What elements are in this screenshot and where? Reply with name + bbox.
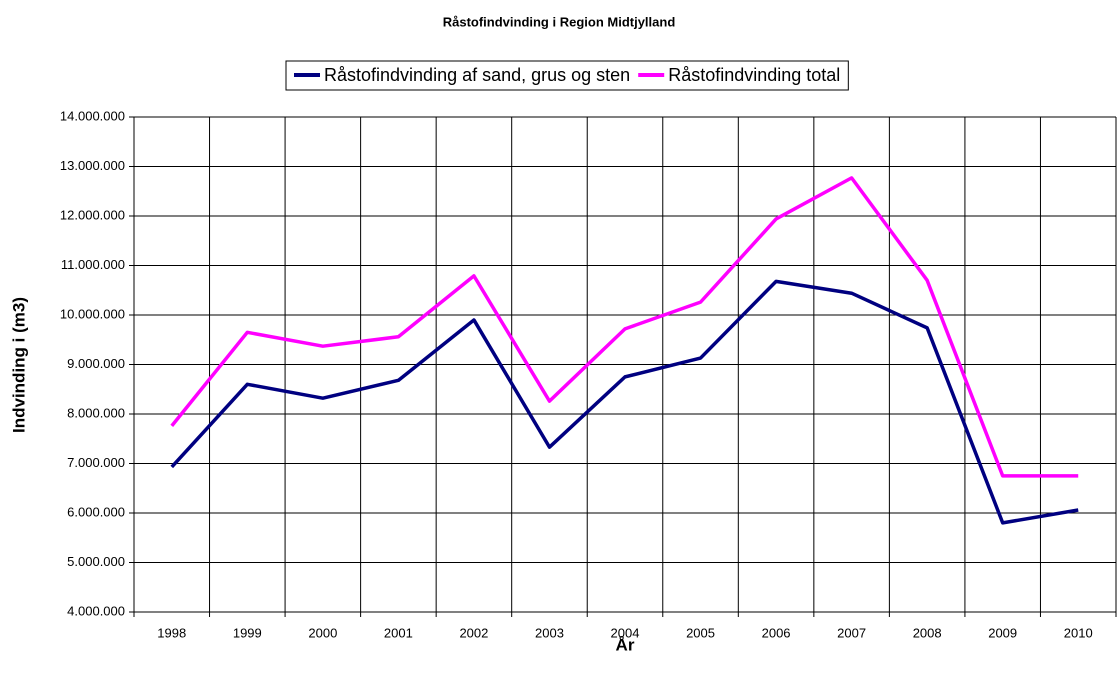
- x-tick-label: 2006: [762, 625, 791, 640]
- legend: Råstofindvinding af sand, grus og sten Rå…: [285, 60, 849, 91]
- legend-label: Råstofindvinding total: [668, 65, 840, 85]
- x-tick-label: 1999: [233, 625, 262, 640]
- y-tick-label: 9.000.000: [67, 356, 125, 371]
- legend-box: [285, 60, 849, 91]
- y-tick-label: 8.000.000: [67, 405, 125, 420]
- y-tick-label: 10.000.000: [60, 306, 125, 321]
- x-tick-label: 2004: [611, 625, 640, 640]
- y-tick-label: 14.000.000: [60, 108, 125, 123]
- chart-title: Råstofindvinding i Region Midtjylland: [443, 14, 676, 29]
- x-axis-label: År: [616, 635, 635, 654]
- x-tick-label: 2003: [535, 625, 564, 640]
- y-tick-label: 13.000.000: [60, 158, 125, 173]
- x-tick-label: 2008: [913, 625, 942, 640]
- legend-label: Råstofindvinding af sand, grus og sten: [324, 65, 630, 85]
- x-tick-label: 2007: [837, 625, 866, 640]
- y-axis-label: Indvinding i (m3): [9, 297, 28, 433]
- y-tick-label: 5.000.000: [67, 554, 125, 569]
- y-tick-label: 6.000.000: [67, 504, 125, 519]
- x-tick-label: 2000: [308, 625, 337, 640]
- series-line: [170, 176, 1079, 478]
- y-tick-label: 4.000.000: [67, 603, 125, 618]
- x-tick-label: 1998: [157, 625, 186, 640]
- x-tick-label: 2002: [459, 625, 488, 640]
- x-tick-label: 2010: [1064, 625, 1093, 640]
- y-tick-label: 7.000.000: [67, 455, 125, 470]
- y-tick-label: 12.000.000: [60, 207, 125, 222]
- x-tick-label: 2009: [988, 625, 1017, 640]
- y-tick-label: 11.000.000: [61, 257, 125, 272]
- x-tick-label: 2005: [686, 625, 715, 640]
- series-line: [170, 279, 1079, 525]
- x-tick-label: 2001: [384, 625, 413, 640]
